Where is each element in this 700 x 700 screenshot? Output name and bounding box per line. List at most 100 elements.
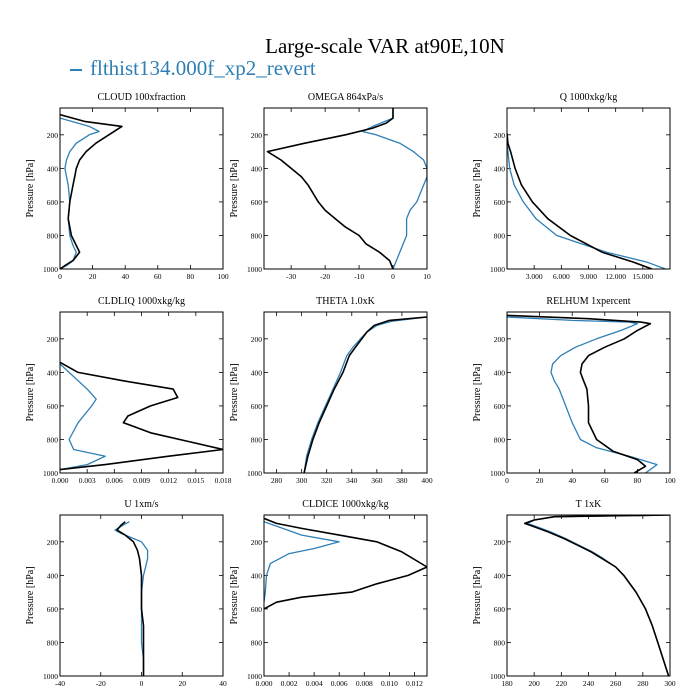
y-tick-label: 1000 [490,265,505,274]
y-tick-label: 400 [251,164,263,173]
series-line-reference [264,517,427,610]
y-tick-label: 1000 [247,265,262,274]
y-tick-label: 600 [47,605,59,614]
panel-1: OMEGA 864xPa/s Pressure [hPa] -30 -20 -10 0 10… [229,92,431,281]
y-tick-label: 200 [251,131,263,140]
plot-frame [506,514,671,677]
y-tick-label: 200 [47,335,59,344]
y-tick-label: 400 [494,571,506,580]
x-tick-label: 0 [140,679,144,688]
panel-0: CLOUD 100xfraction Pressure [hPa] 0 20 40 60 8… [25,92,229,281]
x-tick-label: 0.008 [356,679,373,688]
x-tick-label: 360 [371,476,383,485]
series-line-experiment [60,363,106,471]
x-tick-label: 60 [601,476,609,485]
y-tick-label: 200 [47,131,59,140]
x-tick-label: 340 [346,476,358,485]
x-tick-label: 0.009 [133,476,150,485]
x-tick-label: 9.000 [580,272,597,281]
x-tick-label: 0.004 [306,679,323,688]
y-tick-label: 600 [494,402,506,411]
panel-title: CLOUD 100xfraction [97,92,185,103]
x-tick-label: 0 [58,272,62,281]
y-tick-label: 1000 [247,469,262,478]
x-tick-label: 40 [219,679,227,688]
y-tick-label: 400 [251,571,263,580]
panel-8: T 1xK Pressure [hPa] 180 200 220 240 260 280 300… [472,499,676,688]
series-line-experiment [507,138,666,269]
y-tick-label: 800 [494,231,506,240]
y-tick-label: 200 [494,538,506,547]
plot-frame [506,107,671,270]
plot-frame [263,107,428,270]
x-tick-label: 80 [187,272,195,281]
y-tick-label: 800 [251,638,263,647]
legend: flthist134.000f_xp2_revert [70,56,316,80]
panel-6: U 1xm/s Pressure [hPa] -40 -20 0 20 40 200 400 60… [25,499,227,688]
panel-title: CLDICE 1000xkg/kg [302,499,388,510]
y-axis-label: Pressure [hPa] [472,159,483,217]
y-tick-label: 800 [251,435,263,444]
series-line-experiment [264,521,340,603]
y-tick-label: 400 [47,164,59,173]
x-tick-label: 380 [396,476,408,485]
plot-frame [263,514,428,677]
panel-title: THETA 1.0xK [316,296,375,307]
x-tick-label: 3.000 [526,272,543,281]
y-tick-label: 800 [47,435,59,444]
y-tick-label: 600 [251,605,263,614]
x-tick-label: 0.000 [52,476,69,485]
y-tick-label: 1000 [43,265,58,274]
y-tick-label: 1000 [490,672,505,681]
x-tick-label: 10 [423,272,431,281]
series-line-reference [266,108,394,269]
series-line-experiment [507,316,658,473]
y-tick-label: 800 [494,638,506,647]
x-tick-label: 6.000 [553,272,570,281]
y-tick-label: 200 [494,335,506,344]
x-tick-label: 0.006 [106,476,123,485]
x-tick-label: 40 [121,272,129,281]
series-line-experiment [526,515,670,676]
x-tick-label: 100 [664,476,676,485]
plot-frame [59,107,224,270]
y-tick-label: 800 [47,638,59,647]
panel-2: Q 1000xkg/kg Pressure [hPa] 3.000 6.000 9.00… [472,92,671,281]
legend-label: flthist134.000f_xp2_revert [90,56,316,80]
x-tick-label: 40 [568,476,576,485]
series-line-experiment [303,316,427,473]
panel-3: CLDLIQ 1000xkg/kg Pressure [hPa] 0.000 0.00… [25,296,232,485]
y-tick-label: 400 [494,368,506,377]
panel-title: CLDLIQ 1000xkg/kg [98,296,185,307]
x-tick-label: 280 [637,679,649,688]
y-tick-label: 1000 [247,672,262,681]
y-axis-label: Pressure [hPa] [25,566,36,624]
series-line-reference [507,314,652,473]
x-tick-label: 0 [505,476,509,485]
y-tick-label: 600 [494,605,506,614]
y-axis-label: Pressure [hPa] [472,363,483,421]
x-tick-label: 0.015 [187,476,204,485]
series-line-reference [523,515,670,676]
panel-4: THETA 1.0xK Pressure [hPa] 280 300 320 340 360… [229,296,433,485]
y-tick-label: 800 [47,231,59,240]
x-tick-label: 0.002 [281,679,298,688]
y-tick-label: 1000 [490,469,505,478]
series-line-reference [60,361,223,471]
y-tick-label: 1000 [43,469,58,478]
x-tick-label: 260 [610,679,622,688]
y-tick-label: 200 [251,538,263,547]
y-tick-label: 400 [251,368,263,377]
x-tick-label: -40 [55,679,65,688]
x-tick-label: -20 [96,679,106,688]
x-tick-label: 400 [421,476,433,485]
series-line-experiment [361,108,427,269]
panel-5: RELHUM 1xpercent Pressure [hPa] 0 20 40 60 80 1… [472,296,676,485]
x-tick-label: 20 [179,679,187,688]
y-axis-label: Pressure [hPa] [229,363,240,421]
panel-title: Q 1000xkg/kg [560,92,618,103]
x-tick-label: 100 [217,272,229,281]
y-tick-label: 600 [251,198,263,207]
series-line-experiment [114,521,149,676]
